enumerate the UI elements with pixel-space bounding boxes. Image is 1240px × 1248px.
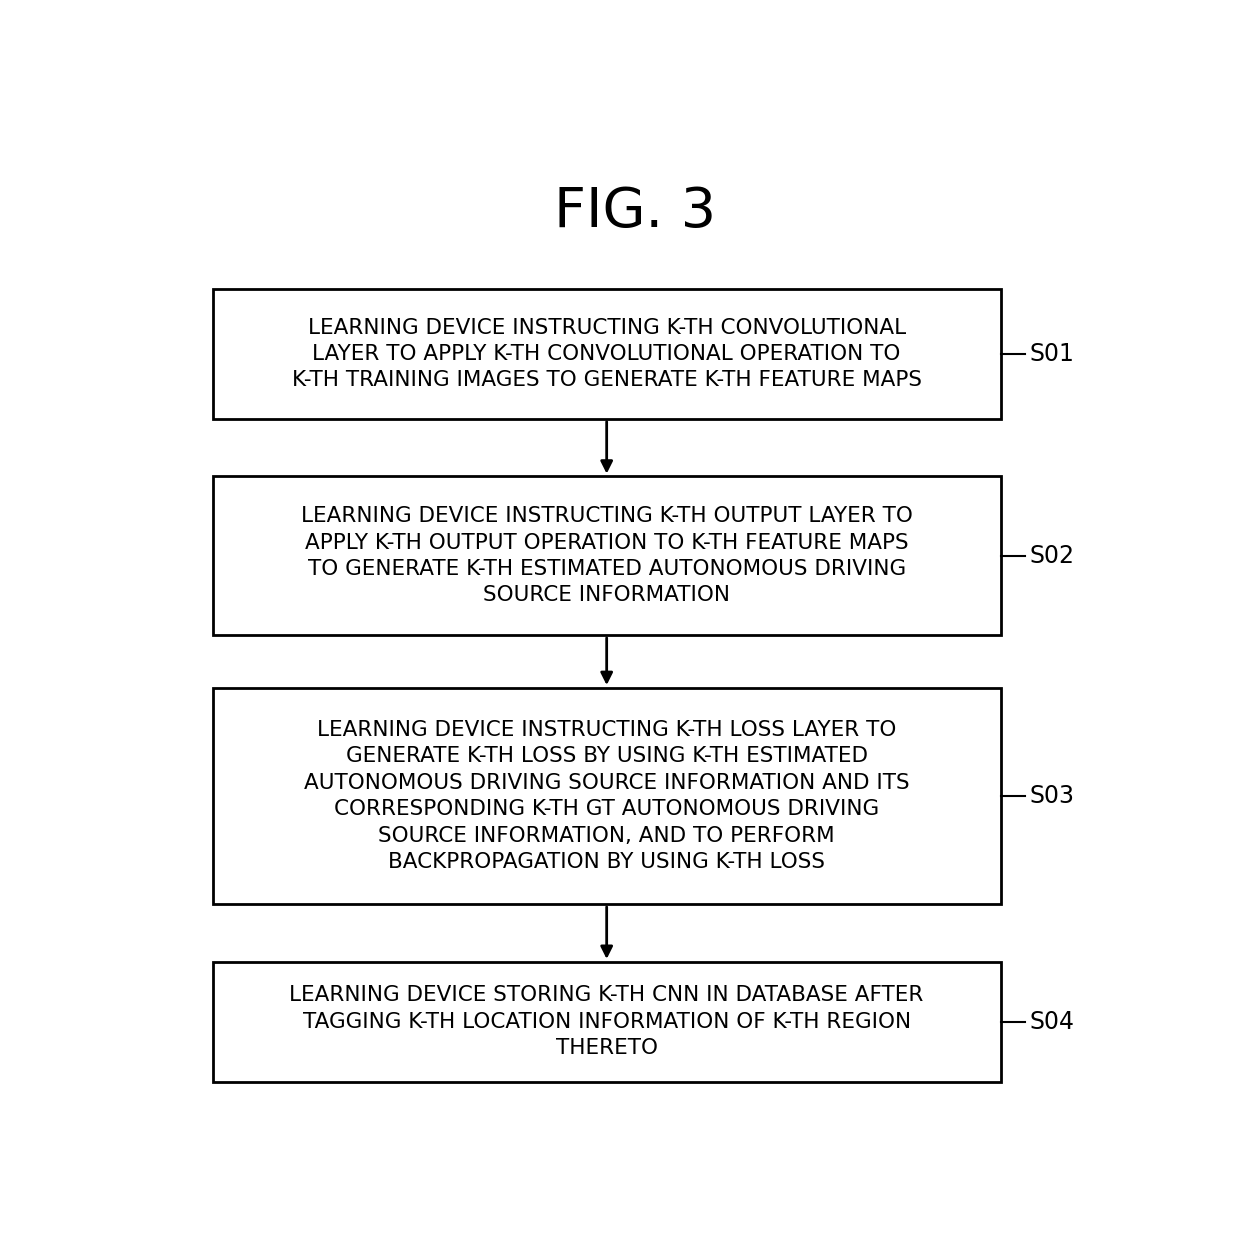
Text: LEARNING DEVICE INSTRUCTING K-TH CONVOLUTIONAL
LAYER TO APPLY K-TH CONVOLUTIONAL: LEARNING DEVICE INSTRUCTING K-TH CONVOLU…	[291, 317, 921, 391]
Bar	[213, 688, 1001, 904]
Text: S03: S03	[1029, 784, 1075, 807]
Text: LEARNING DEVICE INSTRUCTING K-TH OUTPUT LAYER TO
APPLY K-TH OUTPUT OPERATION TO : LEARNING DEVICE INSTRUCTING K-TH OUTPUT …	[301, 507, 913, 605]
Text: FIG. 3: FIG. 3	[554, 185, 717, 240]
Text: LEARNING DEVICE STORING K-TH CNN IN DATABASE AFTER
TAGGING K-TH LOCATION INFORMA: LEARNING DEVICE STORING K-TH CNN IN DATA…	[289, 986, 924, 1058]
Text: LEARNING DEVICE INSTRUCTING K-TH LOSS LAYER TO
GENERATE K-TH LOSS BY USING K-TH : LEARNING DEVICE INSTRUCTING K-TH LOSS LA…	[304, 720, 909, 872]
Bar	[213, 290, 1001, 419]
Bar	[213, 477, 1001, 635]
Text: S04: S04	[1029, 1010, 1075, 1033]
Bar	[213, 962, 1001, 1082]
Text: S02: S02	[1029, 544, 1075, 568]
Text: S01: S01	[1029, 342, 1074, 366]
